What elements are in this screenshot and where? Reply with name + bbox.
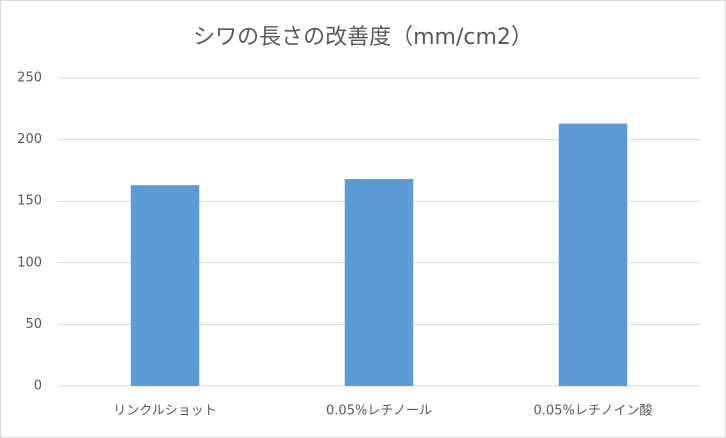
x-tick-label: 0.05%レチノイン酸 — [534, 404, 653, 419]
y-tick-label: 200 — [17, 132, 42, 147]
x-tick-label: リンクルショット — [113, 404, 217, 419]
bar — [558, 123, 628, 387]
y-tick-label: 0 — [34, 379, 42, 394]
chart-title: シワの長さの改善度（mm/cm2） — [193, 25, 533, 50]
bar — [344, 179, 414, 386]
y-tick-label: 50 — [25, 317, 42, 332]
y-tick-label: 100 — [17, 255, 42, 270]
x-tick-label: 0.05%レチノール — [326, 404, 432, 419]
y-tick-label: 250 — [17, 71, 42, 86]
bar — [130, 185, 200, 386]
y-tick-label: 150 — [17, 194, 42, 209]
